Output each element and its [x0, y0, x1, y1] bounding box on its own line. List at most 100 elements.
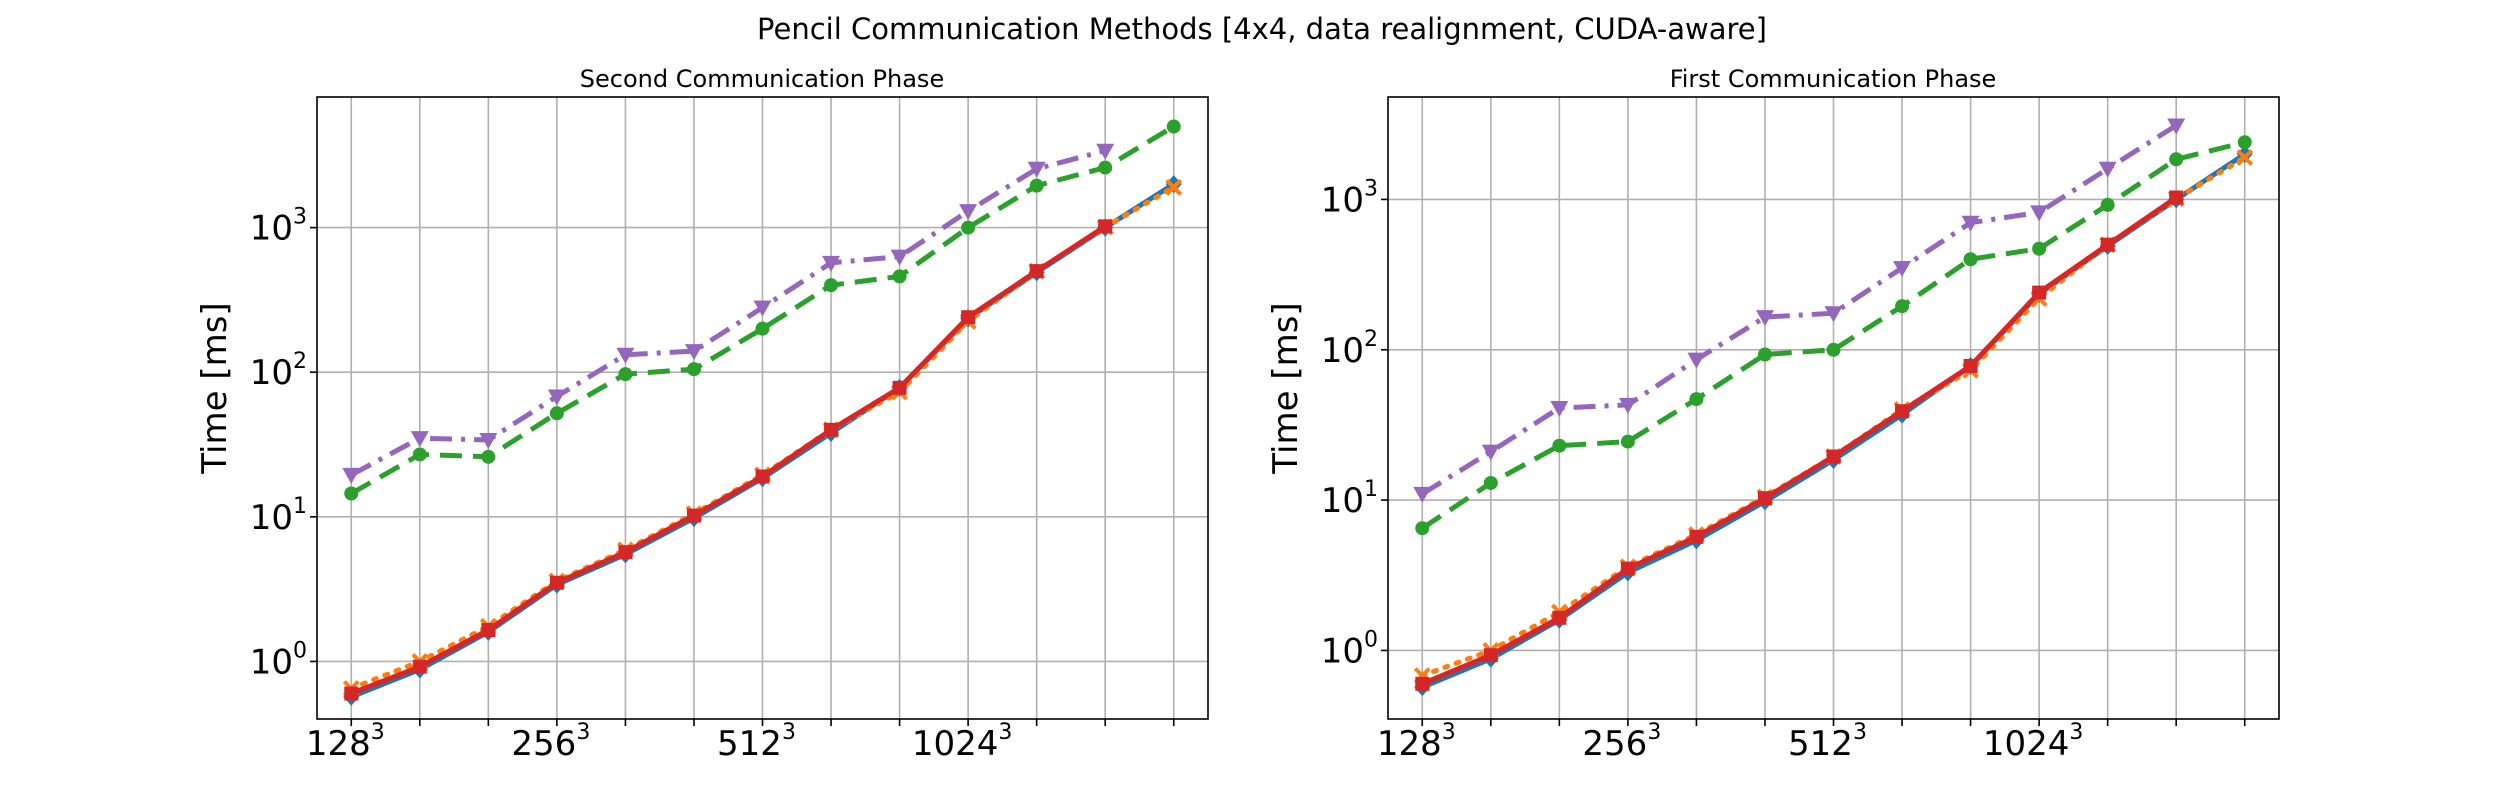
- data-point: [1689, 529, 1704, 544]
- data-point: [618, 545, 633, 560]
- series-line: [350, 224, 1107, 696]
- data-point: [892, 269, 907, 284]
- data-point: [686, 508, 701, 523]
- data-point: [412, 659, 427, 674]
- panel-second-communication-phase: Second Communication Phase Time [ms] 100…: [195, 65, 1209, 764]
- data-point: [1165, 178, 1183, 196]
- data-point: [410, 431, 429, 448]
- data-point: [344, 486, 359, 501]
- y-tick-label: 102: [250, 349, 307, 393]
- x-tick-label: 1283: [1377, 720, 1456, 764]
- data-point: [412, 447, 427, 462]
- data-point: [549, 406, 564, 421]
- data-point: [892, 380, 907, 395]
- data-point: [2167, 118, 2186, 135]
- data-point: [2169, 190, 2184, 205]
- series-5: [1413, 118, 2186, 503]
- data-point: [547, 389, 566, 406]
- series-line: [350, 148, 1106, 478]
- x-tick-label: 10243: [1983, 720, 2084, 764]
- panel-first-communication-phase: First Communication Phase Time [ms] 100 1…: [1266, 65, 2280, 764]
- data-point: [549, 575, 564, 590]
- data-point: [479, 432, 498, 449]
- x-tick-label: 10243: [912, 720, 1013, 764]
- data-point: [824, 422, 839, 437]
- data-point: [686, 362, 701, 377]
- x-tick-label: 2563: [1582, 720, 1661, 764]
- plot-frame: [1387, 96, 2280, 720]
- data-point: [1483, 648, 1498, 663]
- data-point: [1483, 475, 1498, 490]
- data-point: [1963, 252, 1978, 267]
- data-point: [1552, 610, 1567, 625]
- y-tick-label: 103: [1321, 176, 1378, 220]
- data-point: [1826, 342, 1841, 357]
- data-point: [1098, 219, 1113, 234]
- data-point: [1552, 438, 1567, 453]
- data-point: [1963, 358, 1978, 373]
- data-point: [2100, 197, 2115, 212]
- data-point: [2169, 152, 2184, 167]
- data-point: [1550, 400, 1569, 417]
- y-axis-label: Time [ms]: [1266, 302, 1306, 474]
- data-point: [1757, 347, 1772, 362]
- data-point: [1027, 161, 1046, 178]
- data-point: [1895, 299, 1910, 314]
- data-point: [342, 467, 361, 484]
- data-point: [344, 686, 359, 701]
- data-point: [961, 310, 976, 325]
- data-point: [1618, 397, 1637, 414]
- data-point: [959, 204, 978, 221]
- data-point: [1166, 119, 1181, 134]
- panel-title: First Communication Phase: [1670, 65, 1997, 93]
- data-point: [753, 300, 772, 317]
- x-tick-label: 2563: [511, 720, 590, 764]
- data-point: [2030, 205, 2049, 222]
- data-point: [2100, 237, 2115, 252]
- y-axis-label: Time [ms]: [195, 302, 235, 474]
- data-point: [824, 278, 839, 293]
- data-point: [1098, 160, 1113, 175]
- data-point: [1689, 392, 1704, 407]
- data-point: [618, 367, 633, 382]
- y-tick-label: 100: [250, 638, 307, 682]
- data-point: [1961, 215, 1980, 232]
- data-point: [1415, 521, 1430, 536]
- series-line: [1420, 123, 2178, 497]
- x-tick-label: 5123: [717, 720, 796, 764]
- data-point: [755, 321, 770, 336]
- data-point: [1029, 264, 1044, 279]
- data-point: [1029, 178, 1044, 193]
- data-point: [1415, 676, 1430, 691]
- data-point: [1413, 486, 1432, 503]
- data-point: [1826, 449, 1841, 464]
- y-tick-label: 101: [250, 494, 307, 538]
- data-point: [1893, 260, 1912, 277]
- data-point: [2237, 135, 2252, 150]
- data-point: [1620, 561, 1635, 576]
- figure-title: Pencil Communication Methods [4x4, data …: [757, 12, 1767, 46]
- x-tick-label: 5123: [1788, 720, 1867, 764]
- y-tick-label: 102: [1321, 327, 1378, 371]
- data-point: [2236, 149, 2254, 166]
- data-point: [2032, 241, 2047, 256]
- data-point: [890, 249, 909, 266]
- data-point: [961, 220, 976, 235]
- data-point: [684, 344, 703, 361]
- y-tick-label: 101: [1321, 477, 1378, 521]
- data-point: [616, 347, 635, 364]
- data-point: [1895, 404, 1910, 419]
- data-point: [2032, 285, 2047, 300]
- data-point: [822, 255, 841, 272]
- data-point: [1096, 143, 1115, 160]
- series-3: [344, 119, 1181, 501]
- series-4: [1415, 190, 2184, 691]
- series-line: [1421, 195, 2178, 687]
- data-point: [1620, 434, 1635, 449]
- data-point: [1824, 306, 1843, 323]
- series-4: [344, 219, 1113, 701]
- series-5: [342, 143, 1115, 484]
- data-point: [755, 469, 770, 484]
- series-3: [1415, 135, 2252, 536]
